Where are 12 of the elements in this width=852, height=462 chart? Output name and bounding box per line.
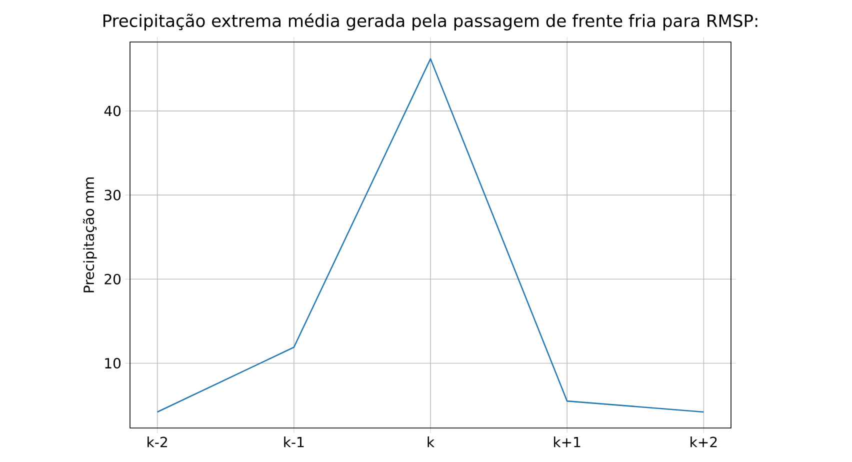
y-tick-label: 10 — [105, 358, 121, 369]
y-tick-label: 30 — [104, 190, 121, 200]
y-axis-title: Precipitação mm — [82, 178, 97, 292]
line-series — [156, 58, 704, 413]
x-tick-label: k — [428, 436, 435, 448]
x-tick-label: k+2 — [690, 436, 717, 448]
y-tick-label: 40 — [104, 106, 121, 116]
x-tick-label: k-2 — [148, 436, 167, 448]
x-tick-label: k-1 — [284, 436, 304, 448]
y-tick-label: 20 — [104, 274, 121, 284]
x-tick-label: k+1 — [554, 436, 580, 448]
chart-title: Precipitação extrema média gerada pela passagem de frente fria para RMSP: — [103, 13, 758, 30]
